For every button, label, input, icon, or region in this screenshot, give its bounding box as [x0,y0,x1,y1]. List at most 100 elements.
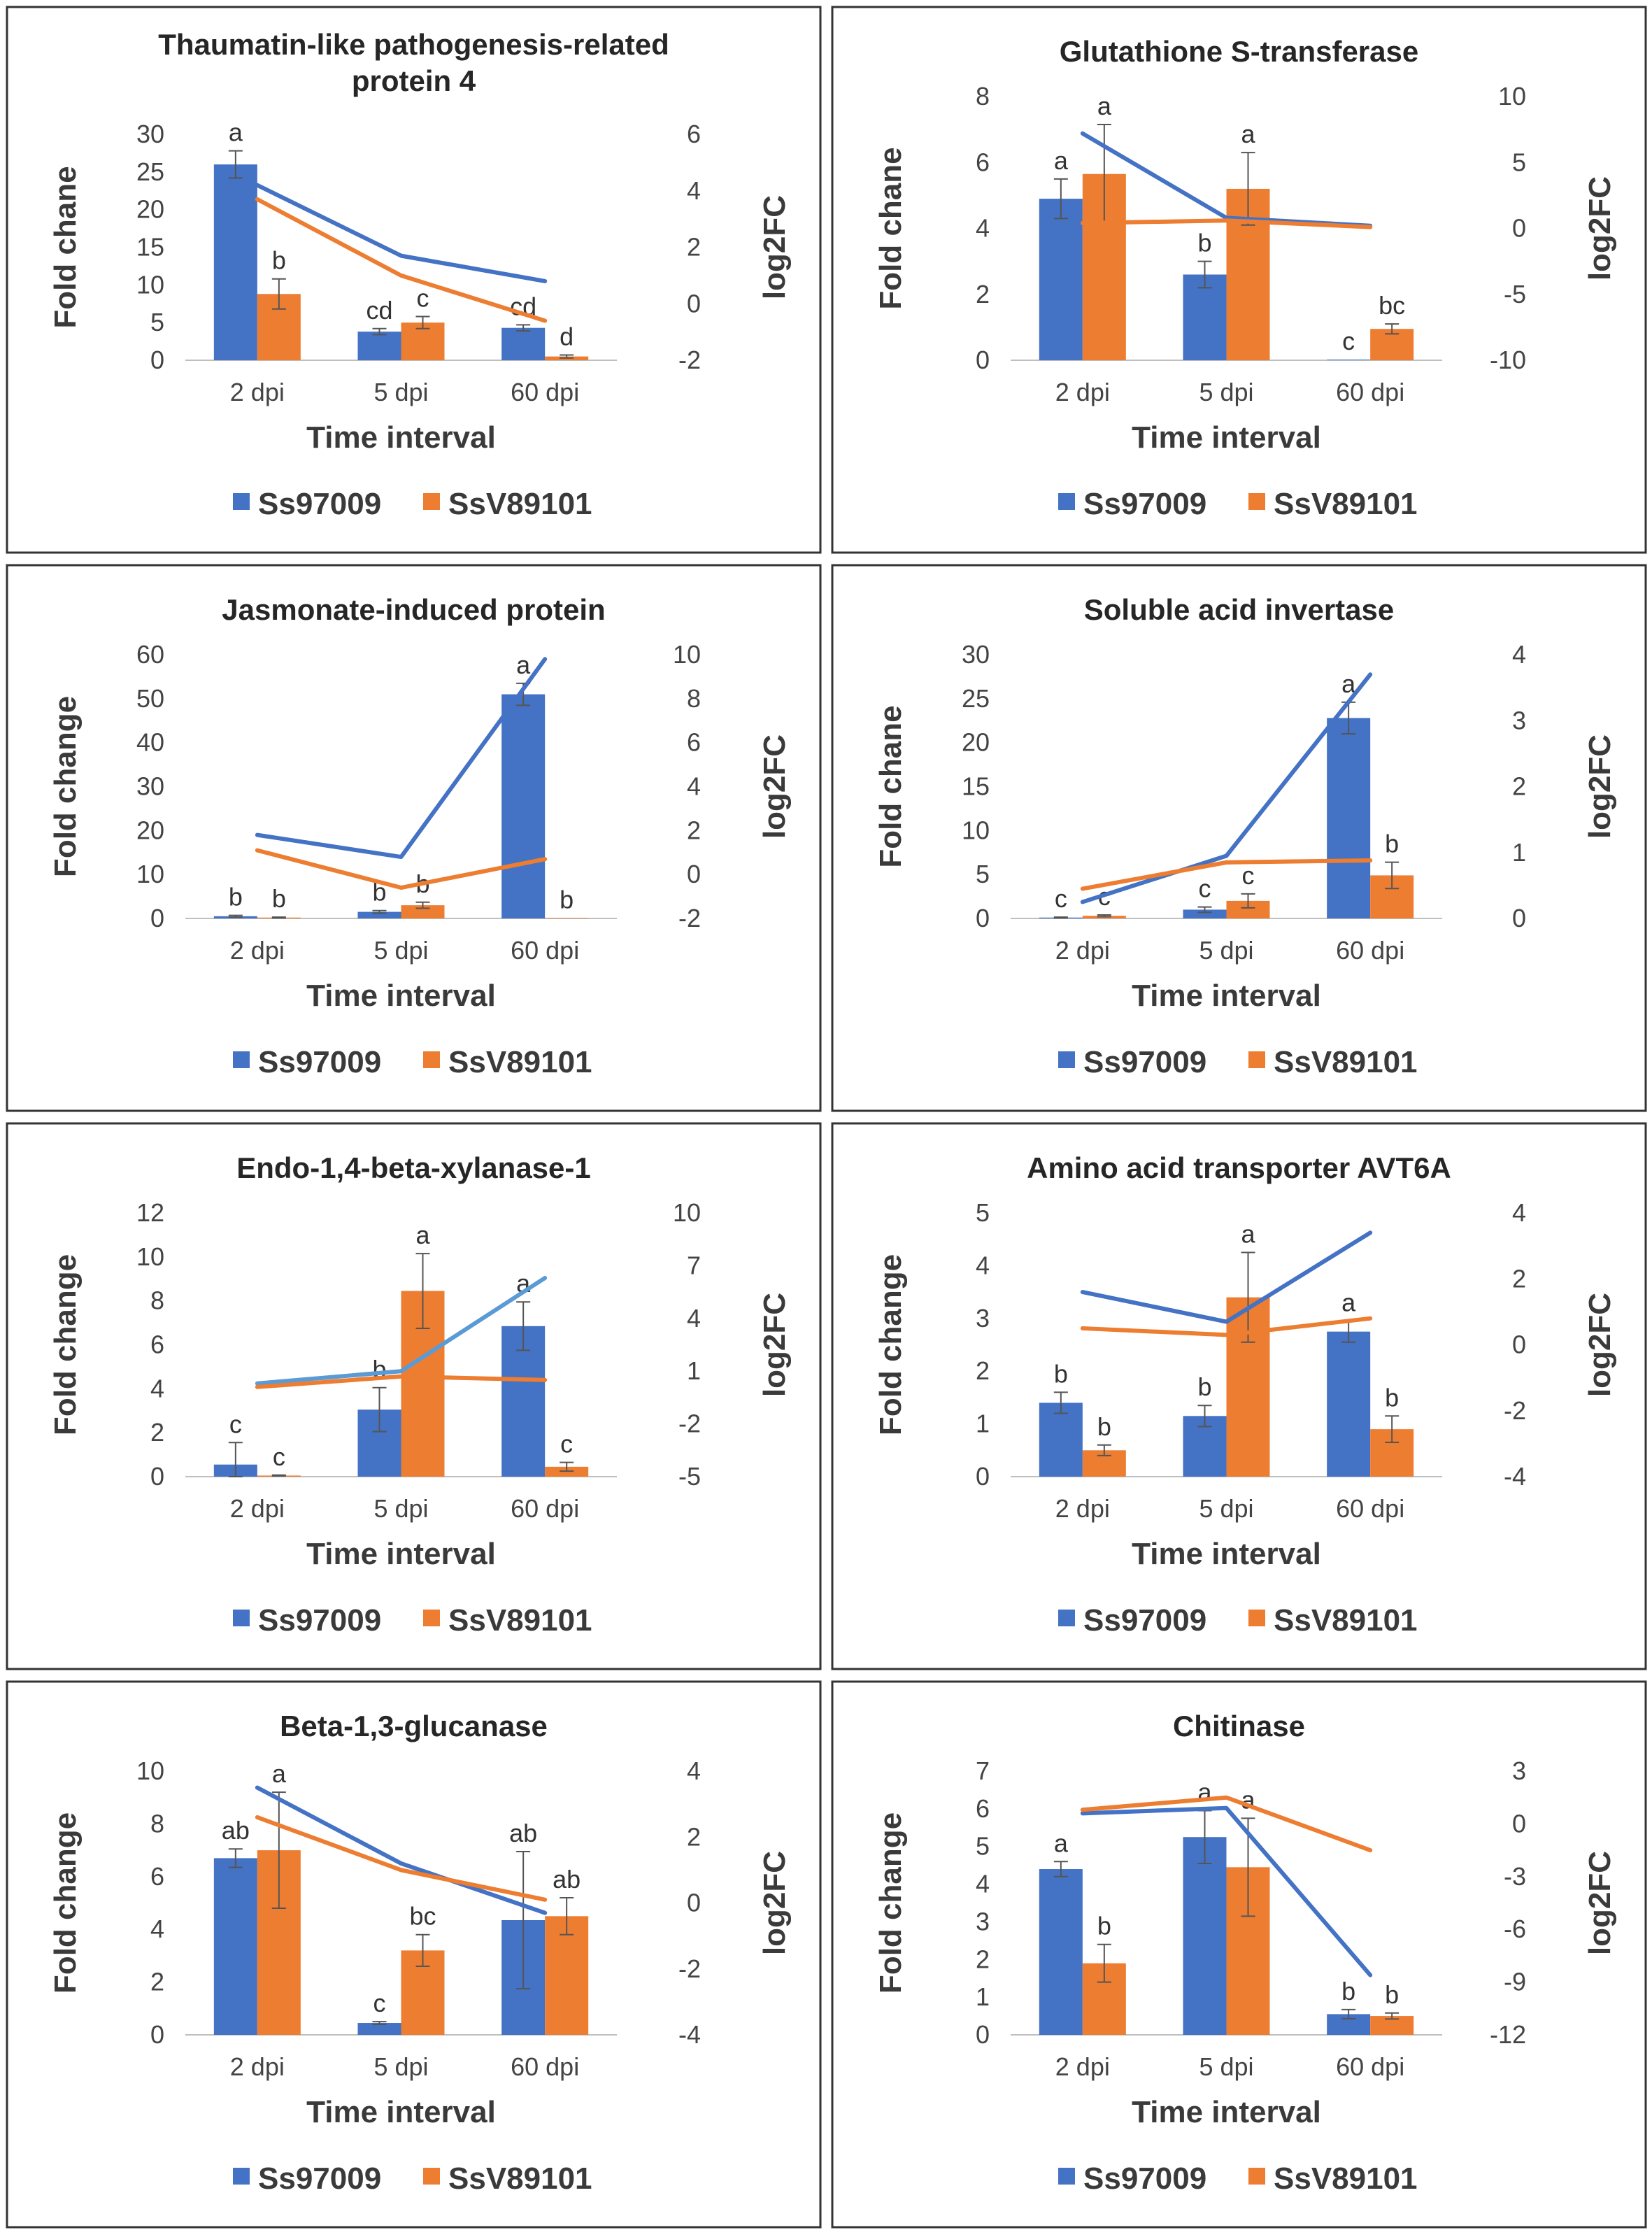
x-tick-label: 5 dpi [1199,1494,1253,1523]
panel-title-line: Beta-1,3-glucanase [280,1710,548,1742]
bar-ss97009 [1183,274,1227,360]
y2-tick-label: 4 [687,1756,701,1785]
x-tick-label: 2 dpi [230,378,285,406]
x-axis-title: Time interval [1132,1537,1321,1571]
y-axis-title: Fold change [874,1812,908,1994]
significance-label: b [1097,1412,1111,1441]
y2-tick-label: 4 [1512,1198,1526,1227]
y2-tick-label: 2 [687,1822,701,1851]
y2-tick-label: 0 [687,860,701,888]
log2fc-line-ssv89101 [255,1374,548,1389]
y2-tick-label: -2 [678,904,701,932]
x-tick-label: 2 dpi [1055,2052,1110,2081]
legend-label: SsV89101 [448,487,592,521]
panel-title-line: Jasmonate-induced protein [222,593,605,626]
y2-axis-title: log2FC [757,195,792,299]
log2fc-line-ss97009 [255,183,548,283]
y-tick-label: 5 [976,1198,990,1227]
y2-tick-label: -2 [678,1954,701,1983]
significance-label: ab [509,1819,537,1847]
x-axis-title: Time interval [306,1537,496,1571]
y2-tick-label: -5 [678,1462,701,1491]
y-tick-label: 10 [136,1756,164,1785]
y-tick-label: 2 [150,1968,164,1996]
y-tick-label: 0 [976,346,990,374]
x-tick-label: 5 dpi [1199,2052,1253,2081]
legend-label: Ss97009 [1083,1045,1206,1079]
x-axis-title: Time interval [1132,420,1321,455]
y-axis-title: Fold change [874,1254,908,1435]
y-tick-label: 60 [136,640,164,669]
y-tick-label: 10 [962,816,990,844]
x-tick-label: 2 dpi [230,1494,285,1523]
significance-label: a [1054,1828,1069,1857]
y2-tick-label: 3 [1512,1756,1526,1785]
legend-swatch-ss97009 [233,1051,250,1068]
y-axis-title: Fold chane [48,166,83,328]
bar-ss97009 [357,2023,401,2035]
log2fc-line-ssv89101 [1080,1795,1373,1853]
y-tick-label: 4 [976,214,990,243]
x-tick-label: 2 dpi [230,936,285,965]
legend-label: Ss97009 [258,1045,381,1079]
log2fc-line-ssv89101 [1080,218,1373,229]
significance-label: a [1341,669,1356,698]
significance-label: b [1341,1977,1355,2005]
x-tick-label: 60 dpi [1336,2052,1404,2081]
x-tick-label: 60 dpi [511,936,579,965]
x-tick-label: 2 dpi [230,2052,285,2081]
legend-swatch-ssv89101 [423,1051,440,1068]
x-tick-label: 60 dpi [1336,378,1404,406]
y-tick-label: 8 [150,1286,164,1315]
legend-swatch-ss97009 [233,2168,250,2185]
y-tick-label: 30 [136,120,164,148]
x-axis-title: Time interval [1132,2095,1321,2129]
panel-title-line: protein 4 [352,64,476,97]
y2-tick-label: 2 [1512,772,1526,801]
y2-tick-label: 0 [687,289,701,318]
bar-ss97009 [357,911,401,918]
y-tick-label: 40 [136,728,164,757]
y-axis-title: Fold change [48,1254,83,1435]
legend-swatch-ss97009 [1058,1051,1075,1068]
bar-ss97009 [1327,718,1371,918]
legend-swatch-ssv89101 [423,493,440,510]
y2-tick-label: 0 [1512,904,1526,932]
significance-label: a [1241,1785,1255,1814]
y2-axis-title: log2FC [1583,1851,1617,1955]
bar-ss97009 [1327,1331,1371,1477]
y-tick-label: 1 [976,1409,990,1438]
y-tick-label: 2 [150,1418,164,1447]
legend-label: Ss97009 [258,2161,381,2196]
chart-panel: Amino acid transporter AVT6A 0 1 2 3 4 5 -4 -2 0 2… [831,1122,1647,1670]
significance-label: b [272,884,286,913]
panel-title-line: Chitinase [1173,1710,1305,1742]
y2-tick-label: 0 [687,1889,701,1917]
y-axis-title: Fold chane [874,147,908,309]
y-tick-label: 25 [136,157,164,186]
y2-tick-label: -5 [1504,280,1526,308]
y2-tick-label: -10 [1490,346,1526,374]
bar-ss97009 [501,1326,546,1477]
x-tick-label: 5 dpi [1199,378,1253,406]
log2fc-line-ssv89101 [255,848,548,890]
x-axis-title: Time interval [306,979,496,1013]
significance-label: b [560,885,574,914]
chart-panel: Soluble acid invertase 0 5 10 15 20 25 30 0 1 2 3 4 F… [831,564,1647,1112]
y-tick-label: 8 [150,1809,164,1838]
x-tick-label: 2 dpi [1055,936,1110,965]
log2fc-line-ssv89101 [255,1815,548,1902]
significance-label: a [1197,1778,1212,1807]
bar-ss97009 [1039,1402,1083,1477]
panel-title-line: Soluble acid invertase [1084,593,1395,626]
significance-label: cd [366,296,392,325]
y2-axis-title: log2FC [1583,176,1617,280]
x-axis-title: Time interval [1132,979,1321,1013]
legend-label: Ss97009 [1083,1603,1206,1638]
y-tick-label: 2 [976,1945,990,1973]
y2-tick-label: 6 [687,728,701,757]
significance-label: a [229,118,243,147]
bar-ss97009 [1039,199,1083,360]
y2-tick-label: 3 [1512,706,1526,734]
legend-swatch-ssv89101 [1248,1610,1265,1626]
